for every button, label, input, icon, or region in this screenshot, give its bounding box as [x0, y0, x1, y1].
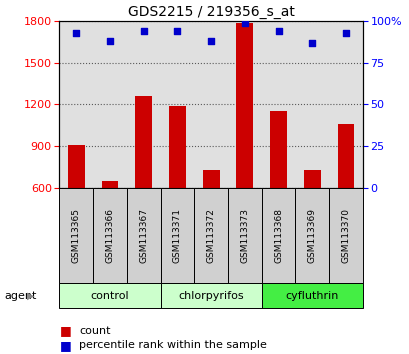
Title: GDS2215 / 219356_s_at: GDS2215 / 219356_s_at	[127, 5, 294, 19]
Point	[174, 28, 180, 34]
Bar	[160, 188, 194, 283]
Bar	[236, 23, 253, 188]
Bar	[261, 283, 362, 308]
Text: ■: ■	[59, 339, 71, 352]
Text: agent: agent	[4, 291, 36, 301]
Point	[241, 20, 247, 26]
Point	[274, 28, 281, 34]
Text: GSM113368: GSM113368	[273, 208, 282, 263]
Bar	[337, 124, 353, 188]
Bar	[135, 96, 152, 188]
Bar	[202, 170, 219, 188]
Text: ▶: ▶	[27, 291, 34, 301]
Bar	[126, 188, 160, 283]
Bar	[194, 188, 227, 283]
Bar	[227, 188, 261, 283]
Text: GSM113373: GSM113373	[240, 208, 249, 263]
Text: percentile rank within the sample: percentile rank within the sample	[79, 340, 266, 350]
Bar	[303, 170, 320, 188]
Bar	[270, 112, 286, 188]
Bar	[59, 188, 93, 283]
Point	[207, 38, 214, 44]
Point	[140, 28, 147, 34]
Bar	[261, 188, 295, 283]
Text: GSM113366: GSM113366	[105, 208, 114, 263]
Text: control: control	[90, 291, 129, 301]
Bar	[68, 145, 85, 188]
Bar	[59, 283, 160, 308]
Text: ■: ■	[59, 325, 71, 337]
Text: GSM113365: GSM113365	[72, 208, 81, 263]
Bar	[295, 188, 328, 283]
Bar	[101, 181, 118, 188]
Bar	[328, 188, 362, 283]
Text: cyfluthrin: cyfluthrin	[285, 291, 338, 301]
Bar	[160, 283, 261, 308]
Text: GSM113370: GSM113370	[341, 208, 350, 263]
Bar	[93, 188, 126, 283]
Point	[308, 40, 315, 46]
Point	[342, 30, 348, 36]
Bar	[169, 106, 185, 188]
Text: count: count	[79, 326, 110, 336]
Point	[73, 30, 79, 36]
Text: GSM113367: GSM113367	[139, 208, 148, 263]
Text: GSM113372: GSM113372	[206, 208, 215, 263]
Point	[106, 38, 113, 44]
Text: GSM113369: GSM113369	[307, 208, 316, 263]
Text: GSM113371: GSM113371	[173, 208, 182, 263]
Text: chlorpyrifos: chlorpyrifos	[178, 291, 243, 301]
